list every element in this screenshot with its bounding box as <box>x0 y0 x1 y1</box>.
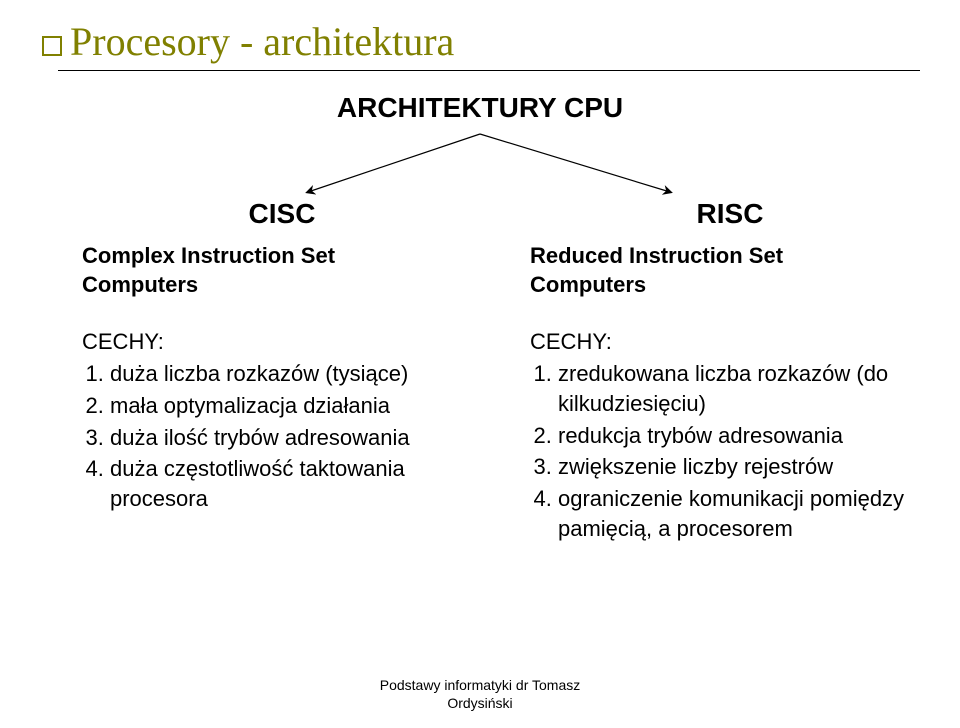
connector-right <box>480 134 670 192</box>
list-item: duża liczba rozkazów (tysiące) <box>110 359 482 389</box>
list-item: zwiększenie liczby rejestrów <box>558 452 930 482</box>
list-item: redukcja trybów adresowania <box>558 421 930 451</box>
risc-fullname-line2: Computers <box>530 272 646 297</box>
cisc-features-head: CECHY: <box>82 329 482 355</box>
footer-line1: Podstawy informatyki dr Tomasz <box>380 677 580 693</box>
list-item: ograniczenie komunikacji pomiędzy pamięc… <box>558 484 930 543</box>
risc-column: RISC Reduced Instruction Set Computers C… <box>530 198 930 545</box>
list-item: duża ilość trybów adresowania <box>110 423 482 453</box>
cisc-features-list: duża liczba rozkazów (tysiące) mała opty… <box>82 359 482 513</box>
list-item: zredukowana liczba rozkazów (do kilkudzi… <box>558 359 930 418</box>
cisc-fullname-line2: Computers <box>82 272 198 297</box>
cisc-fullname-line1: Complex Instruction Set <box>82 243 335 268</box>
connector-left <box>308 134 480 192</box>
risc-fullname: Reduced Instruction Set Computers <box>530 242 930 299</box>
footer-line2: Ordysiński <box>447 695 512 711</box>
footer: Podstawy informatyki dr Tomasz Ordysińsk… <box>0 677 960 712</box>
risc-features-head: CECHY: <box>530 329 930 355</box>
slide: Procesory - architektura ARCHITEKTURY CP… <box>0 0 960 728</box>
cisc-abbr: CISC <box>82 198 482 230</box>
risc-features-list: zredukowana liczba rozkazów (do kilkudzi… <box>530 359 930 543</box>
cisc-column: CISC Complex Instruction Set Computers C… <box>82 198 482 516</box>
list-item: duża częstotliwość taktowania procesora <box>110 454 482 513</box>
list-item: mała optymalizacja działania <box>110 391 482 421</box>
risc-fullname-line1: Reduced Instruction Set <box>530 243 783 268</box>
cisc-fullname: Complex Instruction Set Computers <box>82 242 482 299</box>
risc-abbr: RISC <box>530 198 930 230</box>
